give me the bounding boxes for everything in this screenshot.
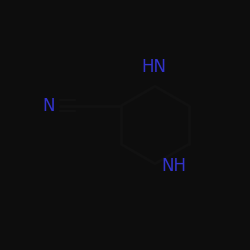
Text: N: N [43, 96, 55, 114]
Text: HN: HN [141, 58, 166, 76]
Text: NH: NH [161, 157, 186, 175]
